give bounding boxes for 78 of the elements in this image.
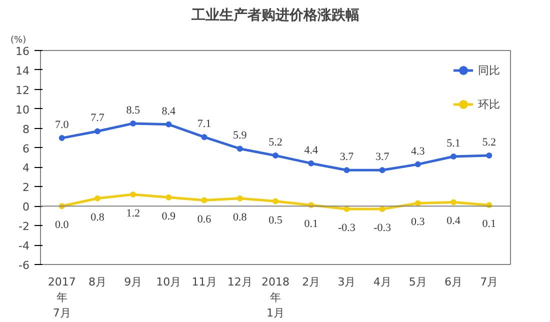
x-tick-label: 9月 [124,276,142,288]
point [94,195,100,202]
x-tick-label: 7月 [480,276,498,288]
point [166,121,172,128]
point [166,194,172,200]
x-tick-label: 2月 [302,276,320,288]
x-tick-label: 5月 [408,276,427,288]
data-label: 7.0 [54,119,70,132]
y-tick-label: 8 [22,122,30,136]
legend-label: 同比 [478,62,500,78]
data-label: 0.0 [54,219,70,232]
point [450,154,457,160]
x-tick-label: 8月 [88,276,106,288]
data-label: 8.5 [126,104,140,116]
y-tick-label: -2 [18,220,30,234]
y-tick-label: 16 [16,45,30,58]
y-tick-label: -6 [18,259,30,272]
point [344,206,350,212]
point [379,167,386,174]
point [130,191,136,198]
point [236,195,243,202]
y-tick-label: 12 [16,84,30,97]
data-label: 0.4 [446,215,461,228]
data-label: 4.3 [411,145,426,158]
data-label: 0.5 [268,214,283,226]
x-tick-label: 2018 年 1月 [262,276,290,320]
point [414,161,421,168]
point [201,197,208,204]
data-label: 7.1 [197,118,212,130]
data-label: 5.1 [446,138,460,150]
x-tick-label: 11月 [192,276,217,288]
data-label: 0.8 [90,211,105,224]
x-tick-label: 4月 [373,276,392,288]
data-label: 8.4 [162,105,176,118]
point [58,135,65,142]
data-label: 5.2 [268,136,282,149]
x-tick-label: 6月 [444,276,463,288]
data-label: 5.9 [233,130,248,142]
y-tick-label: 2 [22,181,30,194]
data-label: 3.7 [375,151,390,164]
data-label: 4.4 [304,144,318,156]
data-label: 1.2 [126,207,140,220]
y-tick-label: 4 [22,162,30,175]
data-label: 7.7 [90,112,105,124]
x-tick-label: 3月 [338,276,356,288]
chart-title: 工业生产者购进价格涨跌幅 [190,6,360,24]
data-label: 3.7 [340,151,354,164]
data-label: 0.3 [411,216,426,228]
data-label: 0.8 [233,211,248,224]
point [450,199,457,206]
point [130,120,136,126]
y-axis-title: (%) [10,36,26,46]
x-tick-label: 10月 [156,276,182,288]
point [201,134,208,140]
point [308,160,314,166]
y-tick-label: 6 [22,142,30,156]
data-label: -0.3 [338,222,356,234]
point [379,206,386,212]
data-label: 0.6 [197,213,212,226]
y-tick-label: 14 [16,64,30,78]
y-tick-label: 10 [16,103,30,116]
data-label: 0.1 [304,218,318,230]
data-label: 5.2 [482,136,496,149]
y-tick-label: 0 [22,200,30,214]
data-label: -0.3 [374,222,392,234]
y-tick-label: -4 [18,240,30,253]
point [414,200,421,206]
point [272,152,278,159]
x-tick-label: 12月 [227,276,252,288]
point [344,167,350,174]
point [236,146,243,152]
point [94,128,100,134]
data-label: 0.1 [482,218,496,230]
legend-label: 环比 [478,96,500,112]
data-label: 0.9 [162,210,176,222]
point [486,152,492,159]
x-tick-label: 2017 年 7月 [48,276,76,320]
point [272,198,278,204]
